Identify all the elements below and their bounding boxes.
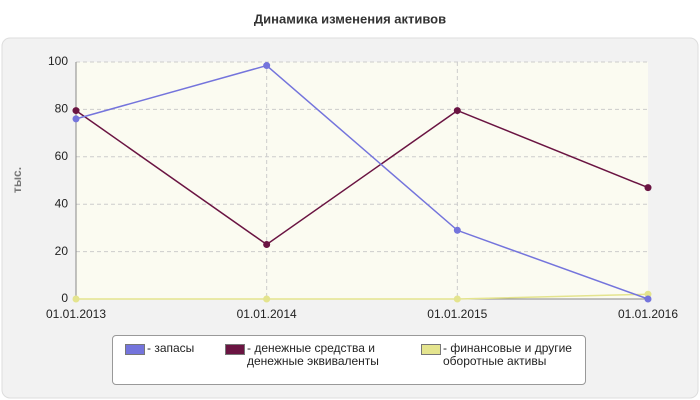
data-point <box>263 295 271 303</box>
data-point <box>453 107 461 115</box>
plot-area <box>76 62 648 299</box>
series-line <box>76 293 649 300</box>
y-tick-label: 100 <box>48 54 68 68</box>
legend-swatch <box>125 344 145 355</box>
y-tick-label: 0 <box>61 291 68 305</box>
y-axis-label: тыс. <box>10 167 24 193</box>
data-point <box>263 62 271 70</box>
data-point <box>644 295 652 303</box>
data-point <box>72 115 80 123</box>
data-point <box>263 240 271 248</box>
legend-item: - запасы <box>125 341 227 355</box>
legend-swatch <box>421 344 441 355</box>
legend-item: - денежные средства и денежные эквивален… <box>225 341 397 368</box>
legend-label: - финансовые и другие оборотные активы <box>443 341 572 368</box>
series-line <box>75 64 649 300</box>
data-point <box>453 295 461 303</box>
series-line <box>75 109 649 246</box>
legend-label: - денежные средства и денежные эквивален… <box>247 341 379 368</box>
legend: - запасы - денежные средства и денежные э… <box>112 335 586 385</box>
x-tick-label: 01.01.2016 <box>618 307 678 321</box>
data-point <box>72 295 80 303</box>
legend-item: - финансовые и другие оборотные активы <box>421 341 573 368</box>
y-tick-label: 60 <box>55 149 69 163</box>
x-tick-label: 01.01.2015 <box>427 307 487 321</box>
y-tick-label: 80 <box>55 102 69 116</box>
data-point <box>72 107 80 115</box>
y-tick-label: 20 <box>55 244 69 258</box>
x-tick-label: 01.01.2013 <box>46 307 106 321</box>
y-tick-label: 40 <box>55 196 69 210</box>
legend-swatch <box>225 344 245 355</box>
data-point <box>644 184 652 192</box>
x-tick-label: 01.01.2014 <box>237 307 297 321</box>
data-point <box>453 226 461 234</box>
legend-label: - запасы <box>147 341 195 355</box>
chart-title: Динамика изменения активов <box>254 11 446 26</box>
